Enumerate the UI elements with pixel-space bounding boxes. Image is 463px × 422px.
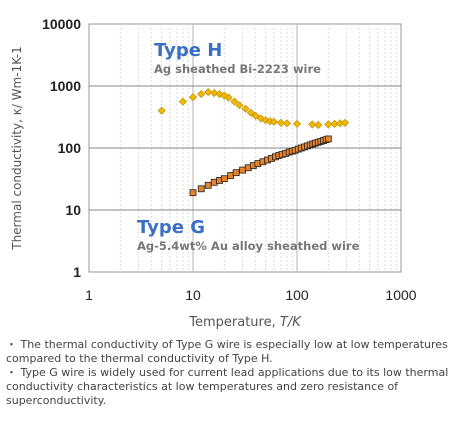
y-tick-label: 100 — [58, 140, 82, 156]
type-g-point — [239, 166, 247, 174]
type-h-point — [251, 111, 260, 120]
type-g-label: Type G — [137, 217, 205, 238]
x-tick-label: 1000 — [385, 287, 416, 303]
x-axis-title-unit: T/K — [280, 315, 302, 330]
x-tick-label: 10 — [185, 287, 201, 303]
type-g-point — [204, 181, 212, 189]
y-tick-label: 10 — [65, 202, 81, 218]
type-h-point — [308, 120, 317, 129]
type-h-point — [224, 93, 233, 102]
type-g-point — [324, 135, 332, 143]
type-h-point — [230, 97, 239, 106]
type-h-point — [246, 108, 255, 117]
type-h-point — [204, 87, 213, 97]
type-g-point — [227, 172, 235, 179]
type-g-series — [189, 135, 332, 197]
type-h-point — [292, 119, 302, 128]
chart: 1 10 100 1000 10000 1 10 100 1000 Type H Ag she… — [10, 16, 417, 330]
y-tick-labels: 1 10 100 1000 10000 — [42, 16, 81, 280]
y-tick-label: 1 — [73, 264, 81, 280]
x-tick-labels: 1 10 100 1000 — [85, 287, 417, 303]
type-h-point — [210, 89, 219, 98]
type-h-point — [282, 119, 291, 128]
x-tick-label: 1 — [85, 287, 93, 303]
y-axis-title: Thermal conductivity, κ/ Wm-1K-1 — [10, 46, 24, 251]
x-axis-title: Temperature, T/K — [188, 315, 302, 330]
type-h-sublabel: Ag sheathed Bi-2223 wire — [154, 62, 321, 76]
type-g-sublabel: Ag-5.4wt% Au alloy sheathed wire — [137, 239, 360, 253]
type-h-point — [324, 120, 333, 129]
type-g-point — [189, 189, 197, 197]
notes: ・ The thermal conductivity of Type G wir… — [6, 338, 458, 408]
type-h-point — [269, 117, 278, 126]
type-h-point — [178, 97, 187, 106]
type-g-point — [197, 185, 205, 193]
x-tick-label: 100 — [285, 287, 309, 303]
type-g-point — [232, 169, 240, 177]
grid — [89, 24, 401, 272]
type-h-point — [197, 90, 206, 99]
note-2: ・ Type G wire is widely used for current… — [6, 366, 449, 407]
type-h-point — [341, 118, 350, 127]
type-g-point — [220, 175, 228, 183]
type-h-point — [276, 118, 285, 127]
y-tick-label: 10000 — [42, 16, 81, 32]
type-h-point — [235, 101, 244, 110]
type-h-point — [241, 104, 250, 113]
x-axis-title-text: Temperature, — [188, 315, 280, 330]
type-h-label: Type H — [154, 40, 222, 61]
type-h-point — [314, 120, 323, 130]
y-tick-label: 1000 — [50, 78, 81, 94]
note-1: ・ The thermal conductivity of Type G wir… — [6, 338, 448, 365]
type-h-point — [157, 106, 166, 115]
type-h-series — [157, 87, 350, 130]
type-h-point — [188, 93, 198, 102]
